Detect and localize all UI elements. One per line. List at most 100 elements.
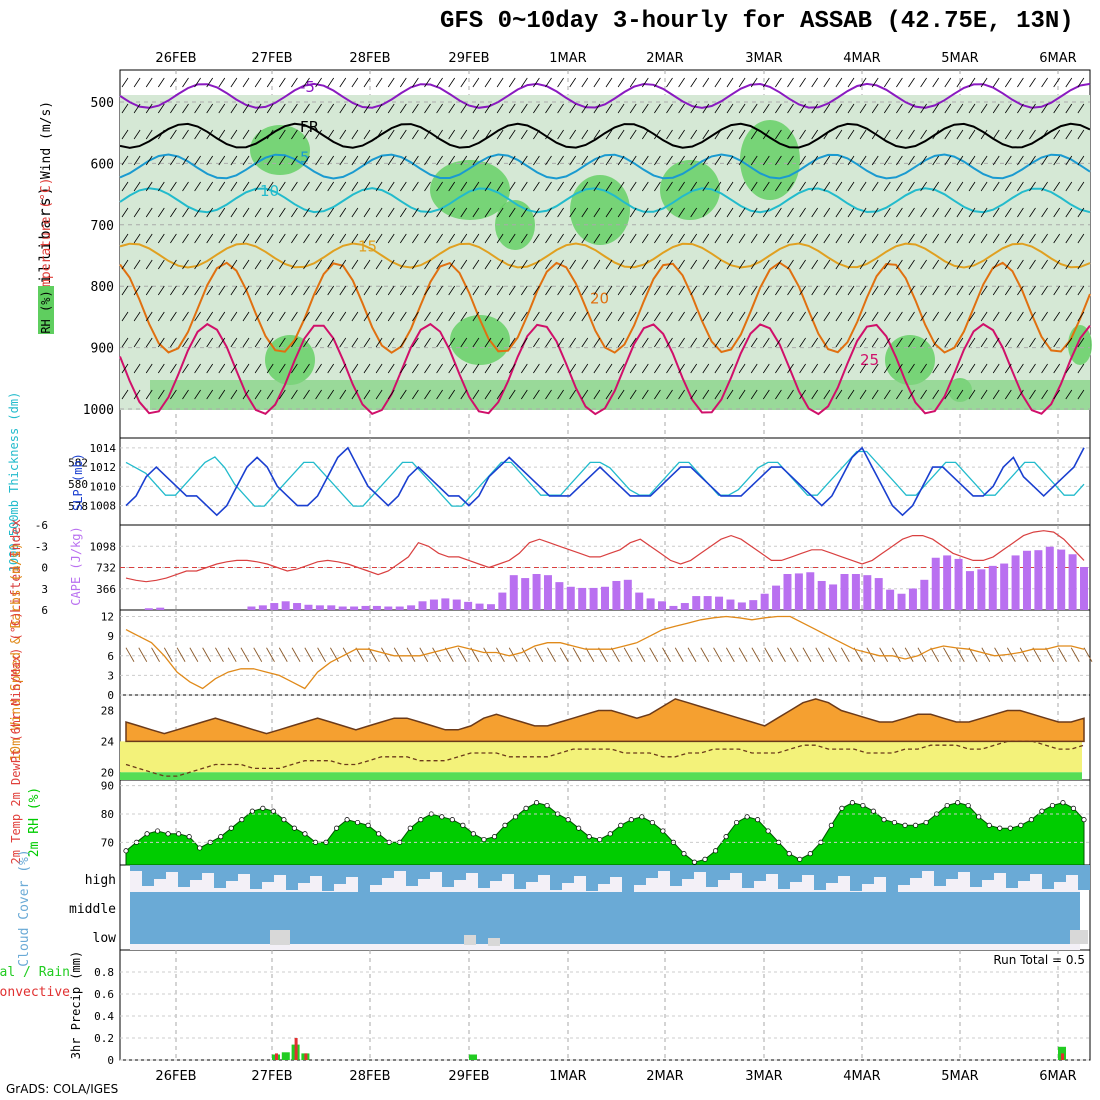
wind-barb [327, 181, 335, 192]
cape-bar [498, 592, 507, 610]
wind-barb [787, 311, 794, 322]
wind-barb [182, 155, 189, 166]
wind-barb [448, 259, 456, 270]
wind-barb [206, 363, 214, 374]
wind10m-barb [189, 647, 199, 662]
wind-barb [218, 207, 226, 218]
cloud-high-bar [766, 865, 778, 874]
slp-tick: 1010 [90, 480, 117, 493]
wind-barb [545, 207, 552, 218]
dewpt-band [120, 741, 1082, 773]
cape-bar [156, 607, 165, 610]
wind10m-barb [125, 647, 135, 662]
wind10m-barb [521, 647, 531, 662]
wind-barb [218, 363, 226, 374]
wind-barb [823, 207, 831, 218]
wind-barb [690, 207, 698, 218]
wind10m-barb [381, 647, 390, 662]
wind-barb [315, 207, 322, 218]
rh2m-point [439, 814, 445, 820]
wind-barb [399, 181, 407, 192]
wind-barb [133, 77, 141, 88]
wind-barb [170, 103, 177, 114]
rh2m-point [1007, 825, 1013, 831]
wind-barb [811, 259, 819, 270]
wind-barb [254, 233, 262, 244]
wind-barb [508, 155, 516, 166]
date-label-bottom: 28FEB [349, 1069, 390, 1084]
wind-barb [424, 363, 431, 374]
wind-barb [472, 129, 480, 140]
wind-barb [291, 337, 298, 348]
wind-barb [291, 259, 298, 270]
wind-barb [266, 77, 274, 88]
wind-barb [593, 103, 601, 114]
rh2m-point [586, 834, 592, 840]
wind10m-barb [342, 647, 352, 662]
wind-barb [242, 233, 250, 244]
wind10m-barb [163, 647, 173, 662]
wind-barb [533, 181, 540, 192]
wind-barb [593, 129, 601, 140]
wind-barb [654, 155, 661, 166]
wind-barb [617, 233, 625, 244]
wind-barb [678, 259, 685, 270]
wind-barb [883, 363, 891, 374]
wind-barb [266, 259, 274, 270]
wind10m-barb [674, 647, 684, 662]
cape-bar [372, 605, 381, 610]
wind-barb [157, 259, 165, 270]
wind-barb [1065, 77, 1073, 88]
wind-barb [194, 337, 201, 348]
rh2m-point [333, 825, 340, 831]
wind-barb [787, 155, 794, 166]
cape-bar [395, 606, 404, 610]
wind-barb [835, 389, 843, 400]
wind-barb [666, 311, 673, 322]
wind-barb [944, 129, 952, 140]
isotherm-label: 25 [860, 351, 879, 369]
wind-barb [581, 233, 589, 244]
rh2m-point [197, 845, 203, 851]
wind-barb [121, 233, 129, 244]
wind10m-barb [138, 647, 148, 662]
wind-barb [932, 77, 940, 88]
pressure-tick: 600 [91, 157, 114, 172]
wind10m-barb [215, 647, 224, 662]
wind-barb [992, 207, 1000, 218]
wind-barb [1077, 77, 1085, 88]
wind10m-barb [1006, 647, 1016, 662]
wind-barb [738, 363, 746, 374]
cloud-high-bar [958, 865, 970, 872]
wind-barb [605, 389, 613, 400]
wind-barb [194, 285, 201, 296]
wind-barb [871, 103, 879, 114]
wind-barb [629, 233, 637, 244]
wind-barb [363, 311, 371, 322]
wind-barb [339, 337, 347, 348]
wind-barb [436, 181, 443, 192]
wind10m-barb [828, 647, 837, 662]
panel-frame [119, 609, 1091, 696]
wind-barb [1077, 259, 1085, 270]
wind-barb [1029, 233, 1036, 244]
wind-barb [750, 77, 758, 88]
wind-barb [1041, 77, 1048, 88]
wind-barb [581, 363, 589, 374]
wind-barb [545, 77, 552, 88]
wind-barb [811, 311, 819, 322]
wind-barb [1017, 77, 1024, 88]
wind-barb [980, 337, 988, 348]
wind-barb [484, 285, 492, 296]
wind-barb [944, 181, 952, 192]
cloud-low-bar [464, 935, 476, 945]
wind-barb [920, 389, 927, 400]
wind-barb [157, 103, 165, 114]
rh2m-point [734, 819, 740, 826]
wind-barb [1029, 129, 1036, 140]
wind-barb [218, 181, 226, 192]
wind-barb [266, 103, 274, 114]
wind-barb [811, 233, 819, 244]
wind-barb [666, 181, 673, 192]
rh2m-point [1070, 805, 1077, 811]
